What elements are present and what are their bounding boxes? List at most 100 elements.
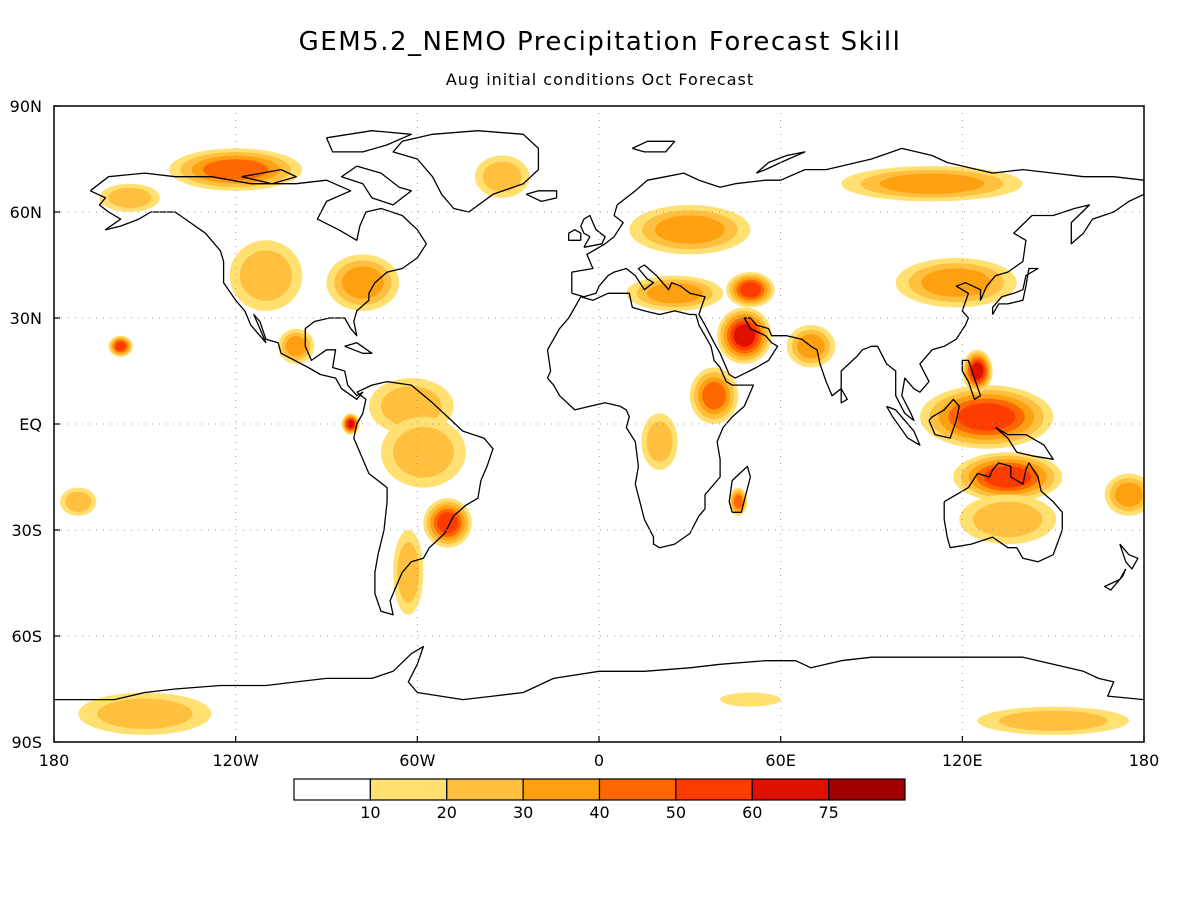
colorbar-swatch [598, 778, 677, 801]
colorbar-swatch [369, 778, 448, 801]
skill-contour [65, 491, 92, 512]
coastline-eurasia [571, 147, 1144, 422]
coastline-sumatra [886, 405, 921, 446]
skill-region-amazon [381, 416, 466, 488]
y-tick-label: EQ [19, 415, 42, 434]
y-tick-label: 60S [11, 627, 42, 646]
skill-contour [1114, 482, 1143, 507]
skill-contour [347, 419, 355, 429]
skill-contour [646, 283, 703, 304]
coastline-greenland [392, 130, 540, 213]
skill-region-north-australia [953, 452, 1063, 502]
skill-contour [655, 215, 725, 244]
skill-contour [879, 173, 985, 194]
coastline-britain [580, 214, 606, 248]
y-tick-label: 60N [10, 203, 42, 222]
coastline-new-zealand-n [1119, 543, 1139, 570]
skill-contour [285, 336, 307, 357]
coastline-south-america [353, 380, 494, 616]
skill-contour [646, 421, 673, 462]
skill-region-south-pacific-west [1104, 473, 1144, 516]
colorbar-swatch [446, 778, 524, 801]
skill-contour [380, 386, 442, 427]
skill-region-europe [629, 204, 751, 255]
skill-contour [971, 362, 984, 380]
colorbar-label: 50 [666, 803, 686, 822]
colorbar-label: 60 [742, 803, 762, 822]
skill-contour [998, 710, 1108, 731]
skill-region-alaska [99, 183, 160, 212]
coastline-novaya-zemlya [755, 151, 806, 174]
y-tick-label: 30S [11, 521, 42, 540]
skill-contour [482, 161, 522, 192]
colorbar-swatch [751, 778, 830, 801]
graticule-layer [54, 106, 1144, 742]
x-tick-label: 180 [1129, 751, 1160, 770]
skill-contour [393, 426, 454, 478]
skill-contour [702, 381, 726, 410]
skill-region-south-pacific-east [60, 487, 97, 516]
x-tick-label: 120W [212, 751, 259, 770]
axis-ticks: 180 120W 60W 0 60E 120E 180 90N 60N 30N EQ 30S 60S 90… [10, 97, 1160, 770]
skill-contour [739, 282, 761, 298]
skill-contour [973, 501, 1043, 538]
coastline-north-america [89, 172, 428, 400]
coastline-new-guinea [995, 426, 1054, 460]
chart-title: GEM5.2_NEMO Precipitation Forecast Skill [298, 27, 902, 57]
skill-region-maritime-continent [919, 385, 1054, 449]
y-tick-label: 90N [10, 97, 42, 116]
skill-contour [720, 692, 781, 707]
skill-contour [115, 341, 126, 351]
skill-region-antarctica-west [78, 692, 212, 735]
x-tick-label: 60W [399, 751, 435, 770]
skill-region-mediterranean [626, 275, 724, 311]
x-tick-label: 0 [594, 751, 604, 770]
skill-shading-layer [60, 148, 1144, 735]
skill-region-eastern-us [326, 254, 400, 311]
skill-region-siberia [841, 166, 1023, 202]
skill-region-iran [726, 272, 775, 308]
skill-contour [107, 187, 152, 208]
coastline-australia [943, 462, 1063, 563]
colorbar-label: 30 [513, 803, 533, 822]
coastline-sri-lanka [840, 388, 848, 404]
coastline-baffin [340, 165, 412, 206]
skill-region-arabia [717, 307, 772, 364]
colorbar-swatch [293, 778, 371, 801]
skill-region-argentina [393, 530, 424, 615]
skill-contour [397, 542, 420, 603]
skill-region-greenland-east [474, 155, 530, 198]
colorbar-swatch [675, 778, 753, 801]
skill-region-australia [959, 494, 1057, 545]
skill-contour [957, 403, 1016, 431]
skill-region-western-north-america [229, 240, 303, 311]
colorbar-label: 75 [818, 803, 838, 822]
y-tick-label: 90S [11, 733, 42, 752]
skill-region-tropical-americas [368, 378, 454, 435]
skill-contour [733, 494, 743, 509]
coastline-svalbard [632, 140, 676, 153]
skill-region-mexico [278, 328, 315, 364]
x-tick-label: 120E [942, 751, 983, 770]
coastline-cuba [344, 342, 373, 354]
skill-region-hawaii [108, 335, 133, 357]
skill-region-antarctica-east [977, 706, 1129, 735]
colorbar-label: 20 [437, 803, 457, 822]
chart-subtitle: Aug initial conditions Oct Forecast [445, 70, 755, 89]
coastline-iceland [526, 190, 558, 203]
skill-contour [733, 324, 756, 347]
coastline-ellesmere [325, 130, 412, 153]
colorbar-swatch [522, 778, 601, 801]
skill-region-antarctica-atlantic [720, 692, 781, 707]
x-tick-label: 180 [39, 751, 70, 770]
y-tick-label: 30N [10, 309, 42, 328]
coastline-ireland [568, 229, 582, 241]
coastline-new-zealand-s [1103, 568, 1127, 591]
skill-contour [341, 266, 384, 299]
skill-region-philippines [962, 349, 993, 393]
colorbar: 10 20 30 40 50 60 75 [293, 778, 906, 822]
coastline-japan [991, 267, 1039, 315]
coastline-philippines [961, 359, 982, 400]
colorbar-label: 10 [360, 803, 380, 822]
